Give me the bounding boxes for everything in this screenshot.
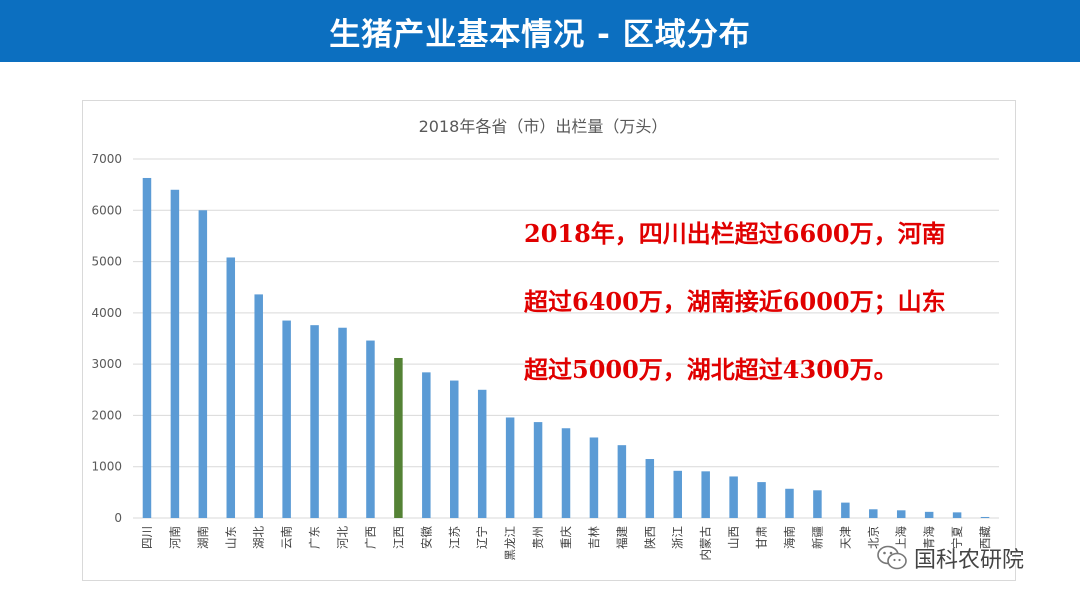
x-tick-label: 湖北 [252, 526, 266, 549]
bar-23 [757, 482, 766, 518]
x-tick-label: 吉林 [587, 526, 601, 549]
x-tick-label: 广西 [363, 526, 377, 549]
bar-5 [254, 294, 263, 518]
x-tick-label: 云南 [280, 526, 294, 549]
x-tick-label: 海南 [782, 526, 796, 549]
x-axis-labels: 四川 河南 湖南 山东 湖北 云南 广东 河北 广西 江西 安徽 江苏 辽宁 黑龙江 贵州 重庆 吉林 福建 陕西浙… [140, 526, 992, 561]
bar-22 [729, 476, 738, 518]
bar-29 [924, 511, 934, 518]
x-tick-label: 新疆 [810, 526, 824, 549]
x-tick-label: 西藏 [978, 526, 992, 549]
bars [142, 177, 990, 518]
annotation-line-3: 超过5000万，湖北超过4300万。 [524, 355, 898, 384]
bar-15 [533, 422, 543, 518]
wechat-icon [877, 545, 907, 570]
bar-17 [589, 437, 599, 518]
watermark-text: 国科农研院 [914, 548, 1025, 573]
bar-1 [142, 177, 152, 518]
y-tick-label: 2000 [91, 408, 122, 422]
gridlines [133, 158, 999, 519]
x-tick-label: 甘肃 [755, 526, 769, 549]
y-tick-label: 0 [114, 511, 122, 525]
watermark: 国科农研院 [876, 541, 1024, 575]
x-tick-label: 湖南 [196, 526, 210, 549]
x-tick-label: 河南 [168, 526, 182, 549]
x-tick-label: 内蒙古 [699, 526, 713, 561]
bar-8 [338, 327, 347, 518]
bar-19 [645, 459, 655, 518]
x-tick-label: 北京 [866, 526, 880, 549]
x-tick-label: 青海 [922, 526, 936, 549]
x-tick-label: 山西 [727, 526, 741, 549]
bar-20 [673, 470, 682, 518]
bar-18 [617, 445, 627, 518]
bar-24 [785, 488, 794, 518]
y-tick-label: 1000 [91, 460, 122, 474]
page-title: 生猪产业基本情况 - 区域分布 [329, 16, 751, 53]
x-tick-label: 江苏 [447, 526, 461, 549]
chart-title: 2018年各省（市）出栏量（万头） [419, 117, 668, 136]
bar-26 [841, 502, 850, 518]
bar-9 [366, 340, 375, 518]
y-tick-label: 5000 [91, 255, 122, 269]
bar-12 [450, 380, 459, 518]
bar-chart: 2018年各省（市）出栏量（万头） 0 1000 2000 3000 4000 5000 6… [91, 117, 999, 561]
title-banner: 生猪产业基本情况 - 区域分布 [0, 0, 1080, 62]
x-tick-label: 辽宁 [475, 526, 489, 549]
x-tick-label: 河北 [336, 526, 350, 549]
y-tick-label: 3000 [91, 357, 122, 371]
bar-30 [952, 512, 962, 518]
x-tick-label: 上海 [894, 526, 908, 549]
x-tick-label: 黑龙江 [503, 526, 517, 561]
y-tick-label: 4000 [91, 306, 122, 320]
bar-14 [505, 417, 515, 518]
bar-16 [561, 428, 571, 518]
annotation-line-2: 超过6400万，湖南接近6000万；山东 [524, 287, 946, 316]
bar-11 [422, 372, 431, 518]
y-tick-label: 6000 [91, 203, 122, 217]
bar-10 [394, 357, 403, 518]
x-tick-label: 贵州 [531, 526, 545, 549]
annotation-text: 2018年，四川出栏超过6600万，河南 超过6400万，湖南接近6000万；山… [524, 200, 984, 404]
annotation-line-1: 2018年，四川出栏超过6600万，河南 [524, 219, 946, 248]
x-tick-label: 天津 [838, 526, 852, 549]
x-tick-label: 福建 [615, 526, 629, 549]
bar-25 [813, 490, 822, 518]
x-tick-label: 四川 [140, 526, 154, 549]
bar-3 [198, 210, 208, 518]
bar-27 [869, 509, 878, 518]
x-tick-label: 广东 [308, 526, 322, 549]
chart-frame: 2018年各省（市）出栏量（万头） 0 1000 2000 3000 4000 5000 6… [82, 100, 1016, 581]
bar-2 [170, 189, 180, 518]
y-tick-label: 7000 [91, 152, 122, 166]
x-tick-label: 山东 [224, 526, 238, 549]
y-axis-ticks: 0 1000 2000 3000 4000 5000 6000 7000 [91, 152, 122, 525]
bar-21 [701, 471, 710, 518]
bar-6 [282, 320, 291, 518]
x-tick-label: 浙江 [671, 526, 685, 549]
x-tick-label: 安徽 [419, 526, 433, 549]
bar-31 [980, 516, 990, 518]
x-tick-label: 宁夏 [950, 526, 964, 549]
x-tick-label: 重庆 [559, 526, 573, 549]
x-tick-label: 江西 [391, 526, 405, 549]
bar-4 [226, 257, 236, 518]
bar-13 [477, 389, 487, 518]
bar-7 [310, 325, 319, 518]
x-tick-label: 陕西 [643, 526, 657, 549]
bar-28 [896, 510, 906, 518]
